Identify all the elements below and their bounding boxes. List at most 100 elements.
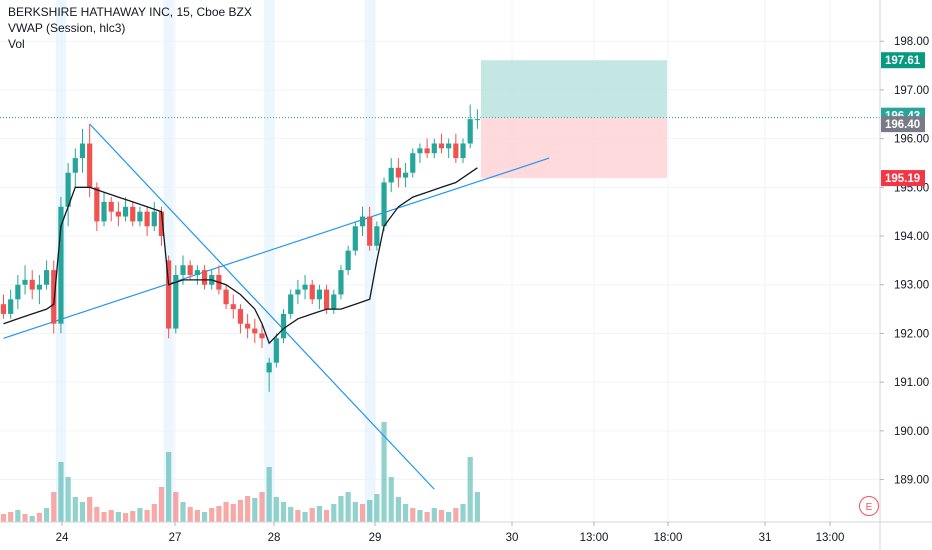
time-tick-label: 30 [506, 532, 519, 544]
candle-body [87, 143, 93, 188]
price-tick-label: 191.00 [894, 377, 929, 389]
candle-body [316, 289, 323, 300]
candle-body [115, 211, 121, 217]
candle-body [15, 284, 21, 300]
volume-bar [345, 492, 351, 522]
volume-bar [58, 462, 64, 522]
volume-bar [230, 504, 236, 522]
volume-bar [65, 477, 71, 522]
long-position-tool[interactable] [480, 60, 667, 179]
candle-body [101, 201, 107, 222]
time-tick-label: 24 [56, 532, 69, 544]
candle-body [201, 270, 208, 285]
volume-bar [151, 504, 157, 522]
volume-bar [352, 502, 358, 522]
symbol-title[interactable]: BERKSHIRE HATHAWAY INC, 15, Cboe BZX [8, 5, 252, 19]
volume-bar [424, 512, 430, 522]
session-highlight [364, 0, 375, 522]
volume-bar [137, 508, 143, 522]
candle-body [230, 304, 236, 310]
price-tag-label: 195.19 [885, 173, 920, 185]
candle-body [180, 265, 186, 275]
volume-bar [223, 502, 229, 522]
price-tick-label: 198.00 [894, 36, 929, 48]
vwap-legend[interactable]: VWAP (Session, hlc3) [8, 21, 126, 35]
session-break-highlights [55, 0, 375, 522]
candle-body [453, 143, 459, 159]
volume-bar [446, 512, 452, 522]
volume-bar [460, 504, 466, 522]
volume-bar [288, 507, 294, 522]
candle-body [467, 119, 473, 144]
target-zone [480, 60, 667, 118]
candle-body [273, 338, 279, 363]
candle-body [223, 289, 229, 305]
time-tick-label: 18:00 [654, 532, 683, 544]
candle-body [43, 270, 50, 285]
candle-body [280, 313, 287, 339]
volume-bar [94, 507, 100, 522]
volume-bar [22, 514, 28, 522]
trendline [89, 123, 435, 490]
candle-body [359, 216, 366, 227]
price-tag-label: 196.40 [885, 119, 920, 131]
candle-body [65, 172, 71, 207]
volume-bar [237, 500, 244, 522]
volume-bar [417, 510, 423, 522]
volume-bar [180, 502, 186, 522]
volume-bar [87, 497, 93, 522]
candle-body [29, 279, 35, 290]
price-tag-label: 197.61 [885, 55, 921, 67]
candle-body [302, 284, 308, 290]
volume-bar [72, 497, 78, 522]
volume-bar [29, 516, 35, 522]
volume-bar [273, 497, 279, 522]
volume-bar [338, 496, 344, 522]
session-highlight [264, 0, 275, 522]
volume-bar [43, 508, 50, 522]
candle-body [58, 206, 64, 324]
time-tick-label: 28 [268, 532, 281, 544]
candle-body [331, 294, 337, 310]
volume-bar [316, 506, 323, 522]
chart-legend: BERKSHIRE HATHAWAY INC, 15, Cboe BZX VWA… [8, 4, 252, 52]
volume-bar [438, 510, 445, 522]
candle-body [446, 143, 452, 149]
candle-body [352, 226, 358, 251]
volume-bar [187, 507, 193, 522]
volume-bar [209, 508, 215, 522]
price-tag-stop [881, 170, 925, 187]
volume-bar [245, 496, 251, 522]
volume-bar [122, 513, 129, 522]
trendline [3, 157, 550, 339]
volume-bar [166, 452, 172, 522]
events-icon[interactable]: E [859, 496, 879, 516]
volume-bar [474, 492, 480, 522]
candle-body [36, 284, 42, 290]
candle-body [259, 333, 265, 339]
candle-body [72, 158, 78, 173]
trend-lines[interactable] [3, 123, 550, 490]
volume-bar [201, 512, 208, 522]
candle-body [431, 143, 437, 154]
volume-bar [359, 504, 366, 522]
volume-bar [395, 497, 401, 522]
volume-bar [302, 512, 308, 522]
candle-body [288, 294, 294, 314]
candle-body [295, 289, 301, 295]
volume-bar [216, 506, 222, 522]
candle-body [474, 119, 480, 121]
volume-bar [266, 467, 272, 522]
volume-bar [15, 510, 21, 522]
price-tick-label: 194.00 [894, 231, 929, 243]
volume-bar [295, 510, 301, 522]
volume-bar [194, 510, 200, 522]
candle-body [266, 362, 272, 373]
candle-body [158, 211, 165, 237]
volume-legend[interactable]: Vol [8, 37, 25, 51]
vwap-line [3, 167, 478, 345]
time-axis[interactable]: 24 27 28 29 30 13:00 18:00 31 13:00 [0, 521, 932, 544]
price-axis[interactable]: 198.00197.00196.00195.00194.00193.00192.… [879, 0, 929, 550]
time-tick-label: 27 [169, 532, 182, 544]
